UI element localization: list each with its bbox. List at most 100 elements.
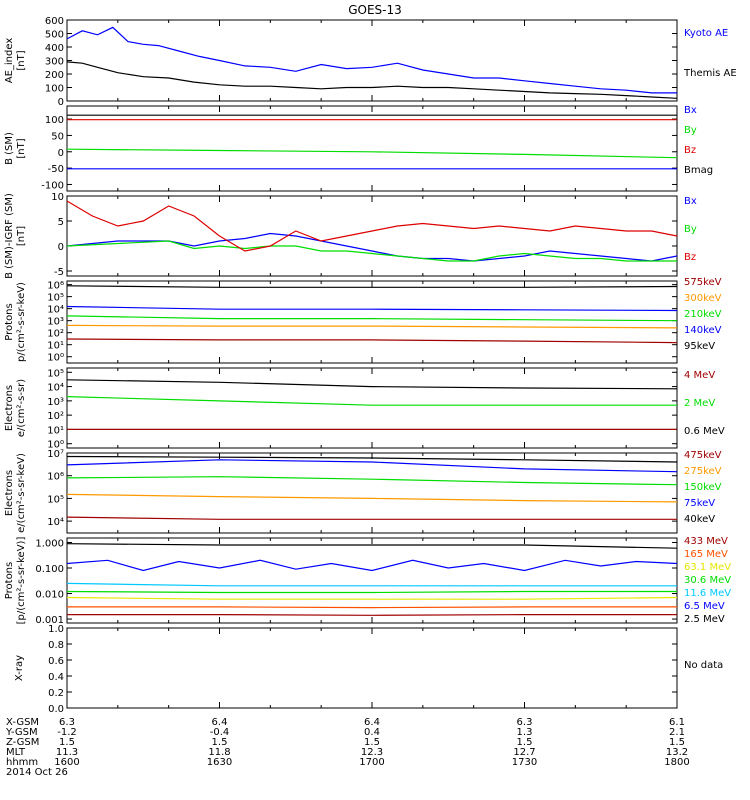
y-tick-label: -100: [41, 180, 64, 191]
y-tick-label: 10¹: [47, 425, 64, 436]
ephemeris-value: 2.1: [669, 727, 685, 738]
legend-entry: 40keV: [684, 514, 715, 525]
y-tick-label: 0: [58, 97, 64, 108]
y-tick-label: 100: [45, 115, 64, 126]
legend-entry: Bz: [684, 252, 696, 263]
series-line-275keV: [66, 493, 678, 503]
y-axis-label: Protons: [4, 562, 15, 599]
y-tick-label: 400: [45, 43, 64, 54]
series-line-210keV: [66, 315, 678, 322]
series-line-Kyoto-AE: [66, 26, 677, 94]
ephemeris-value: -1.2: [57, 727, 77, 738]
legend-entry: 0.6 MeV: [684, 426, 725, 437]
legend-entry: 11.6 MeV: [684, 588, 731, 599]
ephemeris-value: 1800: [664, 757, 689, 768]
series-line-By: [66, 240, 677, 262]
legend-entry: 165 MeV: [684, 549, 728, 560]
y-tick-label: 0.4: [48, 672, 64, 683]
y-axis-label: B (SM)-IGRF (SM): [4, 193, 15, 279]
legend-entry: 30.6 MeV: [684, 575, 731, 586]
series-line-300keV: [66, 324, 678, 329]
y-axis-label: e/(cm²-s-sr-keV): [16, 453, 27, 533]
panel-frame: [66, 280, 678, 364]
y-tick-label: 1.000: [35, 538, 64, 549]
y-tick-label: 10⁴: [47, 517, 64, 528]
y-tick-label: 10⁷: [47, 449, 64, 460]
y-tick-label: 0.010: [35, 590, 64, 601]
panel-bdiff: -5 0 5 10 B (SM)-IGRF (SM) [nT] Bx By Bz: [4, 192, 697, 279]
series-line-433-MeV: [67, 613, 677, 616]
y-axis-label: [nT]: [16, 50, 27, 70]
y-tick-label: 5: [58, 217, 64, 228]
series-line-150keV: [66, 476, 678, 486]
ephemeris-value: 1600: [54, 757, 79, 768]
no-data-label: No data: [684, 660, 723, 671]
legend-entry: 6.5 MeV: [684, 601, 725, 612]
series-line-165-MeV: [67, 606, 677, 609]
y-tick-label: 100: [45, 84, 64, 95]
y-tick-label: 0.2: [48, 688, 64, 699]
panel-protons2: 0.001 0.010 0.100 1.000 Protons [p/(cm²-s-sr-…: [4, 536, 731, 626]
y-axis-label: [nT]: [16, 138, 27, 158]
y-tick-label: 10: [51, 192, 64, 203]
y-tick-label: 1.0: [48, 624, 64, 635]
series-line-575keV: [66, 338, 678, 344]
ephemeris-value: 12.3: [361, 747, 383, 758]
legend-entry: 210keV: [684, 309, 722, 320]
y-axis-label: B (SM): [4, 132, 15, 165]
series-line-2-MeV: [66, 396, 677, 406]
series-line-11.6-MeV: [66, 582, 677, 587]
legend-entry: 275keV: [684, 466, 722, 477]
legend-entry: Themis AE: [683, 68, 737, 79]
y-tick-label: 10⁵: [47, 368, 64, 379]
ephemeris-value: 13.2: [666, 747, 688, 758]
series-line-0.6-MeV: [66, 379, 678, 390]
ephemeris-value: 1730: [512, 757, 537, 768]
y-axis-label: [p/(cm²-s-sr-keV)]: [16, 537, 27, 625]
ephemeris-value: 0.4: [364, 727, 380, 738]
ephemeris-row-label: Y-GSM: [5, 727, 38, 738]
ephemeris-value: 1.5: [212, 737, 228, 748]
y-tick-label: 0.100: [35, 564, 64, 575]
series-line-Bz: [66, 200, 678, 252]
ephemeris-value: 1.5: [517, 737, 533, 748]
ephemeris-value: 1.5: [364, 737, 380, 748]
legend-entry: Kyoto AE: [684, 28, 728, 39]
ephemeris-value: 6.1: [669, 717, 685, 728]
y-tick-label: 200: [45, 70, 64, 81]
legend-entry: 433 MeV: [684, 536, 728, 547]
ephemeris-value: 1.5: [59, 737, 75, 748]
legend-entry: 63.1 MeV: [684, 562, 731, 573]
legend-entry: 4 MeV: [684, 370, 715, 381]
ephemeris-row-label: hhmm: [6, 757, 38, 768]
series-line-6.5-MeV: [66, 559, 678, 572]
series-line-Themis-AE: [66, 61, 678, 99]
series-line-2.5-MeV: [66, 543, 678, 549]
y-tick-label: 10⁵: [47, 494, 64, 505]
y-tick-label: 10³: [47, 397, 64, 408]
ephemeris-value: 11.3: [56, 747, 78, 758]
y-tick-label: 0.6: [48, 656, 64, 667]
panel-frame: [66, 195, 678, 277]
ephemeris-value: 12.7: [513, 747, 535, 758]
ephemeris-row-label: 2014 Oct 26: [6, 767, 68, 778]
y-tick-label: 0.8: [48, 640, 64, 651]
y-tick-label: 0: [58, 242, 64, 253]
panel-bsm: -100 -50 0 50 100 B (SM) [nT] Bx By Bz Bmag: [4, 105, 713, 192]
y-tick-label: 50: [51, 131, 64, 142]
legend-entry: 140keV: [684, 325, 722, 336]
series-line-40keV: [66, 455, 678, 463]
legend-entry: 475keV: [684, 450, 722, 461]
y-tick-label: 10⁵: [47, 293, 64, 304]
y-tick-label: 10⁶: [47, 472, 64, 483]
legend-entry: 300keV: [684, 293, 722, 304]
legend-entry: 2 MeV: [684, 398, 715, 409]
panel-frame: [66, 627, 678, 709]
legend-entry: Bz: [684, 145, 696, 156]
series-line-By: [66, 148, 678, 159]
panel-xray: 0.0 0.2 0.4 0.6 0.8 1.0 X-ray No data: [14, 624, 723, 715]
legend-entry: 75keV: [684, 498, 715, 509]
